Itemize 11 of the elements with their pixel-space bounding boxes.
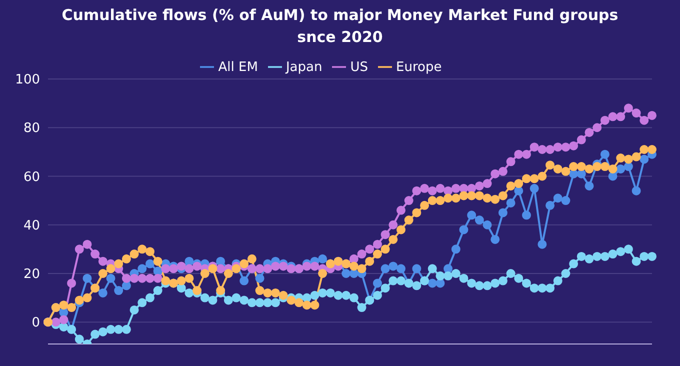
legend-label: US — [350, 60, 368, 75]
y-tick-label: 60 — [23, 170, 40, 185]
y-tick-label: 100 — [15, 72, 40, 88]
y-tick-label: 40 — [23, 218, 40, 234]
chart-title: Cumulative flows (% of AuM) to major Money Market Fund groups snce 2020 — [60, 5, 620, 48]
legend-label: All EM — [218, 60, 258, 75]
y-tick-label: 80 — [23, 121, 40, 136]
y-tick-label: 20 — [23, 267, 40, 282]
y-tick-label: 0 — [32, 316, 40, 331]
legend-label: Japan — [286, 60, 322, 75]
legend-label: Europe — [396, 60, 442, 75]
